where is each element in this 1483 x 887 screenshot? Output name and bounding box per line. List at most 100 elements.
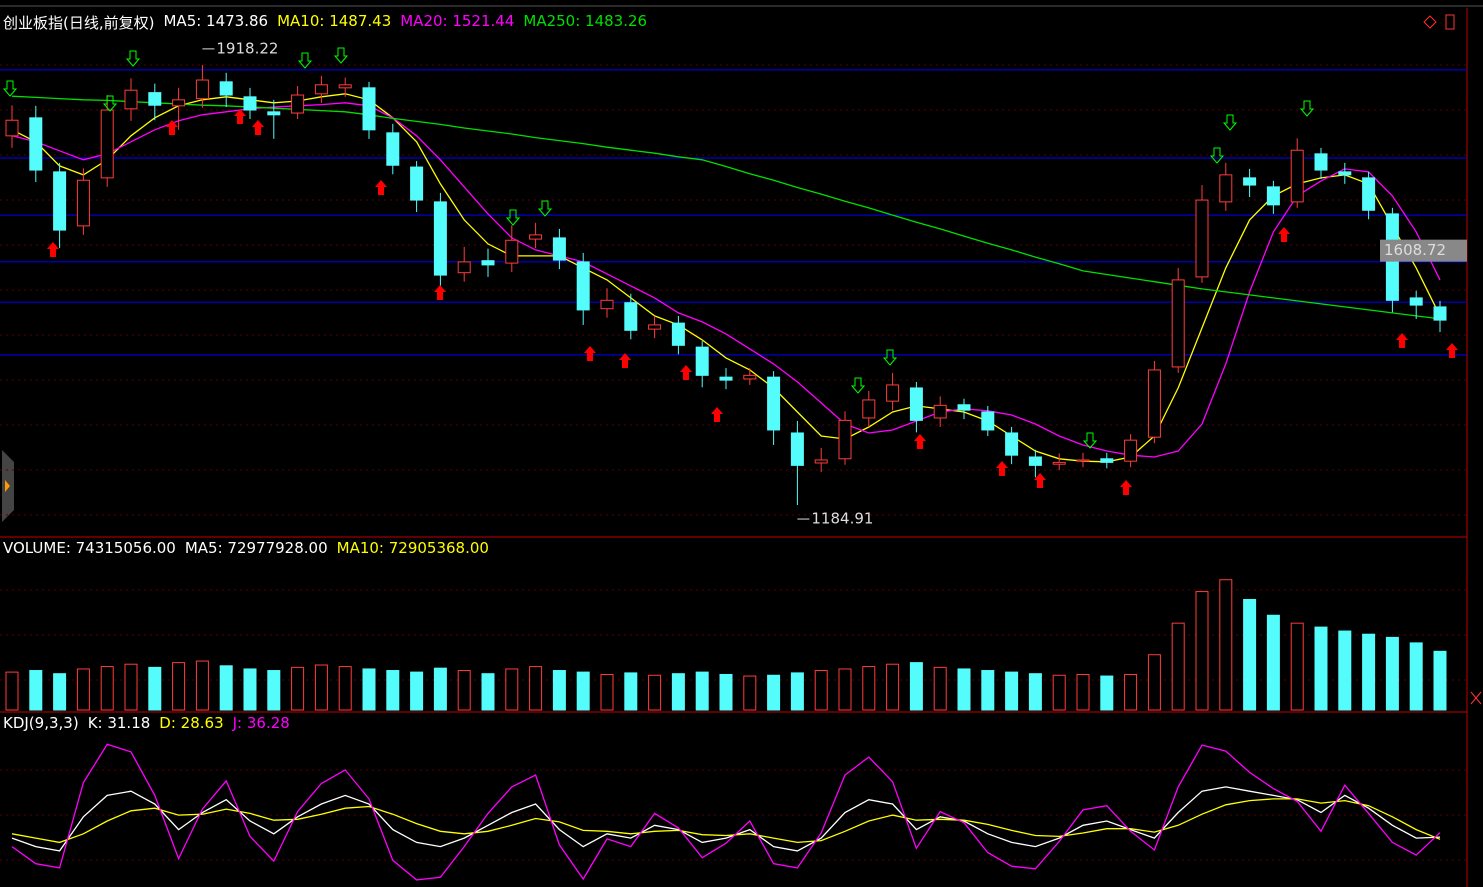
- volume-bar: [1266, 614, 1280, 711]
- candle-body: [124, 89, 138, 110]
- volume-bar: [481, 673, 495, 711]
- candle-body: [362, 87, 376, 131]
- sell-signal: [125, 50, 141, 67]
- sell-signal: [1209, 147, 1225, 164]
- window-icon[interactable]: [1423, 15, 1437, 29]
- legend-entry: K: 31.18: [87, 714, 151, 732]
- volume-bar: [100, 666, 114, 711]
- volume-bar: [5, 671, 19, 711]
- volume-bar: [648, 674, 662, 711]
- panel-title: KDJ(9,3,3): [3, 714, 79, 732]
- volume-bar: [1433, 650, 1447, 711]
- buy-signal: [1396, 333, 1408, 348]
- volume-bar: [1314, 626, 1328, 711]
- volume-bar: [362, 668, 376, 711]
- sell-signal: [537, 200, 553, 217]
- volume-bar: [1124, 673, 1138, 711]
- volume-header: VOLUME: 74315056.00 MA5: 72977928.00 MA10:…: [3, 539, 489, 557]
- buy-signal: [619, 353, 631, 368]
- volume-bar: [410, 671, 424, 711]
- candle-body: [53, 171, 67, 231]
- buy-signal: [996, 461, 1008, 476]
- candle-body: [457, 261, 471, 274]
- buy-signal: [1120, 480, 1132, 495]
- candle-body: [433, 201, 447, 276]
- volume-bar: [243, 668, 257, 711]
- volume-bar: [1290, 622, 1304, 711]
- sell-signal: [1082, 432, 1098, 449]
- annotation: 1184.91: [811, 510, 873, 528]
- volume-bar: [576, 671, 590, 711]
- volume-bar: [1052, 674, 1066, 711]
- volume-bar: [195, 660, 209, 711]
- buy-signal: [166, 120, 178, 135]
- candle-body: [338, 84, 352, 89]
- volume-bar: [53, 673, 67, 711]
- candle-body: [719, 376, 733, 381]
- candle-body: [529, 234, 543, 240]
- candle-body: [1338, 171, 1352, 176]
- sell-signal: [882, 349, 898, 366]
- candle-body: [29, 117, 43, 171]
- candle-body: [1028, 456, 1042, 466]
- sell-signal: [333, 47, 349, 64]
- candle-body: [790, 432, 804, 466]
- sell-signal: [297, 52, 313, 69]
- candle-body: [1124, 439, 1138, 462]
- indicator-line: [11, 798, 1441, 844]
- close-icon[interactable]: [1470, 691, 1482, 705]
- buy-signal: [434, 285, 446, 300]
- volume-bar: [433, 667, 447, 711]
- kdj-header: KDJ(9,3,3) K: 31.18 D: 28.63 J: 36.28: [3, 714, 290, 732]
- sell-signal: [102, 95, 118, 112]
- volume-bar: [529, 666, 543, 711]
- candle-body: [1266, 186, 1280, 206]
- indicator-line: [11, 743, 1441, 881]
- price-tag: 1608.72: [1384, 241, 1446, 259]
- volume-bar: [886, 663, 900, 711]
- panel-title: 创业板指(日线,前复权): [3, 14, 155, 32]
- volume-bar: [1385, 636, 1399, 711]
- candle-body: [410, 166, 424, 201]
- volume-bar: [743, 675, 757, 711]
- volume-bar: [29, 670, 43, 711]
- candle-body: [195, 79, 209, 100]
- legend-entry: MA250: 1483.26: [523, 12, 648, 30]
- candle-body: [1171, 279, 1185, 368]
- candle-body: [1076, 459, 1090, 462]
- indicator-line: [11, 786, 1441, 852]
- candle-body: [1195, 199, 1209, 278]
- volume-bar: [1338, 630, 1352, 711]
- buy-signal: [252, 120, 264, 135]
- buy-signal: [234, 109, 246, 124]
- candle-body: [814, 459, 828, 464]
- candle-body: [76, 179, 90, 227]
- candle-body: [981, 411, 995, 431]
- buy-signal: [47, 242, 59, 257]
- volume-bar: [838, 668, 852, 711]
- candle-body: [148, 92, 162, 106]
- volume-bar: [933, 666, 947, 711]
- candle-body: [1052, 461, 1066, 465]
- volume-bar: [1028, 673, 1042, 711]
- volume-bar: [1171, 622, 1185, 711]
- candle-body: [933, 404, 947, 419]
- buy-signal: [711, 407, 723, 422]
- sell-signal: [1222, 114, 1238, 131]
- candle-body: [552, 237, 566, 261]
- volume-bar: [671, 673, 685, 711]
- candle-body: [648, 324, 662, 330]
- candle-body: [100, 109, 114, 179]
- candle-body: [386, 132, 400, 166]
- volume-bar: [1005, 671, 1019, 711]
- candle-body: [767, 376, 781, 431]
- buy-signal: [1278, 227, 1290, 242]
- volume-bar: [957, 668, 971, 711]
- candle-body: [838, 419, 852, 460]
- volume-bar: [148, 666, 162, 711]
- buy-signal: [584, 346, 596, 361]
- window-icon[interactable]: [1445, 14, 1455, 30]
- volume-bar: [695, 671, 709, 711]
- legend-entry: J: 36.28: [232, 714, 290, 732]
